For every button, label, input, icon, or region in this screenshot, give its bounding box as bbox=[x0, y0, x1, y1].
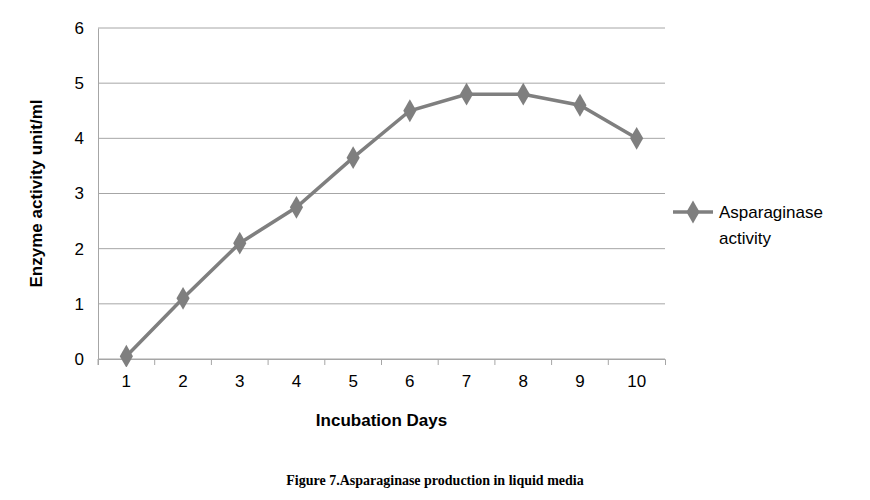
y-tick: 2 bbox=[75, 240, 98, 259]
x-tick-label: 7 bbox=[462, 372, 471, 391]
y-tick: 4 bbox=[75, 129, 98, 148]
grid-line bbox=[98, 248, 665, 249]
x-tick-mark bbox=[608, 359, 609, 365]
x-tick: 6 bbox=[382, 359, 415, 391]
x-tick-mark bbox=[324, 359, 325, 365]
x-tick: 8 bbox=[495, 359, 528, 391]
legend-marker bbox=[686, 201, 699, 224]
y-tick: 6 bbox=[75, 19, 98, 38]
marker bbox=[290, 196, 303, 219]
x-tick-mark bbox=[438, 359, 439, 365]
x-axis-line bbox=[99, 360, 666, 366]
y-tick: 3 bbox=[75, 184, 98, 203]
x-tick-mark bbox=[98, 359, 99, 365]
marker bbox=[176, 287, 189, 310]
legend-label: Asparaginase activity bbox=[719, 203, 828, 248]
chart: 0 1 2 3 4 5 6 1 2 3 4 5 6 7 8 9 10 Asparaginase activity E… bbox=[0, 0, 870, 500]
grid-line bbox=[98, 193, 665, 194]
x-tick: 4 bbox=[268, 359, 301, 391]
marker bbox=[403, 99, 416, 122]
x-tick-label: 3 bbox=[235, 372, 244, 391]
marker bbox=[347, 146, 360, 169]
marker bbox=[630, 127, 643, 150]
marker bbox=[517, 83, 530, 106]
x-tick: 5 bbox=[325, 359, 358, 391]
grid bbox=[98, 28, 665, 359]
grid-line bbox=[98, 83, 665, 84]
y-axis-line bbox=[98, 29, 99, 360]
x-tick-label: 2 bbox=[178, 372, 187, 391]
x-tick-label: 8 bbox=[519, 372, 528, 391]
y-tick: 1 bbox=[75, 295, 98, 314]
x-tick-label: 9 bbox=[575, 372, 584, 391]
x-tick: 2 bbox=[155, 359, 188, 391]
x-tick: 7 bbox=[438, 359, 471, 391]
y-tick-label: 5 bbox=[75, 74, 84, 93]
y-axis: 0 1 2 3 4 5 6 bbox=[75, 19, 99, 369]
x-tick-mark bbox=[211, 359, 212, 365]
y-tick-label: 1 bbox=[75, 295, 84, 314]
x-tick: 3 bbox=[211, 359, 244, 391]
grid-line bbox=[98, 138, 665, 139]
y-axis-title: Enzyme activity unit/ml bbox=[27, 100, 46, 288]
x-tick-mark bbox=[268, 359, 269, 365]
marker bbox=[233, 232, 246, 255]
title: Figure 7.Asparaginase production in liqu… bbox=[286, 473, 583, 488]
marker bbox=[460, 83, 473, 106]
x-tick-mark bbox=[494, 359, 495, 365]
y-tick-label: 0 bbox=[75, 350, 84, 369]
y-tick-label: 2 bbox=[75, 240, 84, 259]
marker bbox=[120, 345, 133, 367]
x-tick-mark bbox=[381, 359, 382, 365]
x-tick-label: 1 bbox=[122, 372, 131, 391]
x-tick-mark bbox=[154, 359, 155, 365]
x-tick-label: 5 bbox=[348, 372, 357, 391]
y-tick-label: 4 bbox=[75, 129, 84, 148]
x-tick-label: 4 bbox=[292, 372, 301, 391]
y-tick-label: 6 bbox=[75, 19, 84, 38]
marker bbox=[573, 94, 586, 117]
legend: Asparaginase activity bbox=[673, 201, 828, 248]
series-line bbox=[126, 94, 636, 356]
plot-area bbox=[120, 83, 643, 367]
x-tick-label: 6 bbox=[405, 372, 414, 391]
x-tick: 9 bbox=[552, 359, 585, 391]
x-tick-mark bbox=[551, 359, 552, 365]
x-tick: 10 bbox=[608, 359, 646, 391]
x-tick-label: 10 bbox=[627, 372, 646, 391]
y-tick-label: 3 bbox=[75, 184, 84, 203]
x-axis: 1 2 3 4 5 6 7 8 9 10 bbox=[98, 359, 666, 391]
y-tick: 5 bbox=[75, 74, 98, 93]
y-tick: 0 bbox=[75, 350, 98, 369]
grid-line bbox=[98, 28, 665, 29]
x-axis-title: Incubation Days bbox=[316, 411, 447, 430]
